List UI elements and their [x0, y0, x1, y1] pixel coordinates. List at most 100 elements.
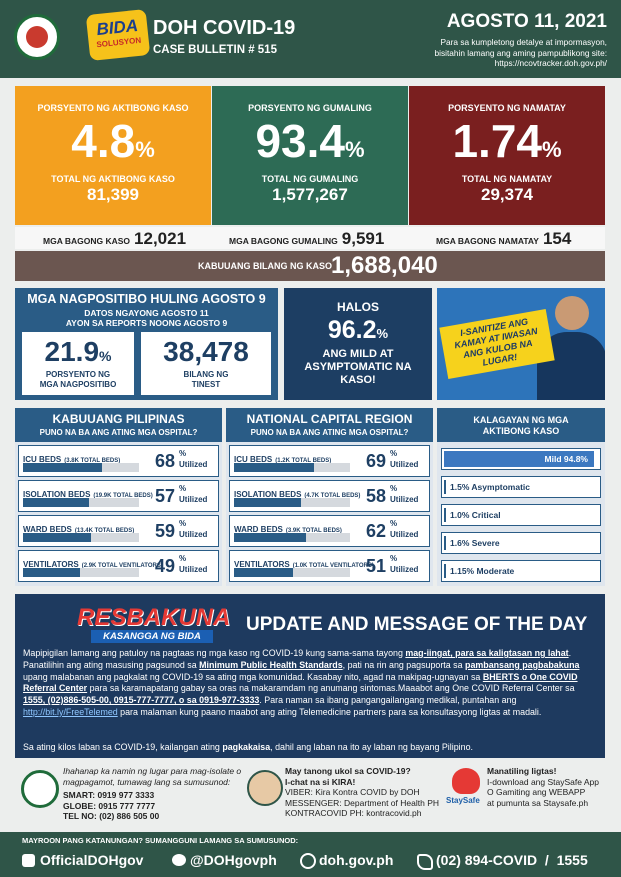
hospital-title: KABUUANG PILIPINAS [52, 412, 185, 426]
hospital-row: VENTILATORS (2.9K TOTAL VENTILATORS) 49% Ut… [18, 550, 219, 582]
contact-line: TEL NO: (02) 886 505 00 [63, 811, 160, 821]
contact: Manatiling ligtas! I-download ang StaySaf… [487, 766, 605, 808]
hospital-subtitle: PUNO NA BA ANG ATING MGA OSPITAL? [250, 428, 409, 437]
new-case: MGA BAGONG NAMATAY 154 [436, 229, 571, 249]
contact-intro: Ihahanap ka namin ng lugar para mag-isol… [63, 766, 242, 787]
contact-line: O Gamiting ang WEBAPP [487, 787, 586, 797]
link[interactable]: http://bit.ly/FreeTelemed [23, 706, 118, 717]
contact-line: I-download ang StaySafe App [487, 776, 599, 787]
text: Mapipigilan lamang ang patuloy na pagtaa… [23, 648, 406, 658]
utilization-unit: % [390, 449, 398, 458]
contact-line: MESSENGER: Department of Health PH [285, 797, 440, 808]
contact: May tanong ukol sa COVID-19? I-chat na si… [285, 766, 475, 819]
utilization-note: Utilized [179, 460, 208, 469]
bed-total: (2.9K TOTAL VENTILATORS) [81, 563, 163, 569]
date: AGOSTO 11, 2021 [446, 11, 607, 32]
contact-intro: May tanong ukol sa COVID-19? [285, 766, 411, 776]
hotline[interactable]: (02) 894-COVID / 1555 [436, 852, 588, 868]
utilization: 57 [155, 486, 175, 507]
utilization-value: 68 [155, 451, 176, 471]
status-marker [444, 536, 446, 550]
text: . Para naman sa ibang pangangailangang m… [259, 695, 517, 706]
twitter[interactable]: @DOHgovph [190, 852, 277, 868]
hospital-row: WARD BEDS (13.4K TOTAL BEDS) 59% Utilized [18, 515, 219, 547]
utilization: 51 [366, 556, 386, 577]
text: para malaman kung paano maabot ang ating… [117, 706, 542, 717]
status-marker [444, 508, 446, 522]
stat-number: 4.8 [71, 115, 136, 167]
utilization: 49 [155, 556, 175, 577]
emphasis: Minimum Public Health Standards [199, 659, 343, 670]
row-label: ICU BEDS (3.8K TOTAL BEDS) [23, 449, 120, 467]
positivity: MGA NAGPOSITIBO HULING AGOSTO 9 DATOS NG… [15, 288, 278, 400]
utilization-bar [23, 533, 92, 542]
emphasis: mag-iingat, para sa kaligtasan ng lahat [405, 648, 569, 658]
bed-total: (3.8K TOTAL BEDS) [64, 458, 121, 464]
contact-line: GLOBE: 0915 777 7777 [63, 800, 156, 811]
utilization-value: 59 [155, 521, 176, 541]
stat-number: 93.4 [255, 115, 345, 167]
icon-phone [417, 854, 433, 870]
stat-box: PORSYENTO NG NAMATAY 1.74% TOTAL NG NAMATA… [409, 86, 605, 225]
hospital-row: ISOLATION BEDS (19.9K TOTAL BEDS) 57% Utili… [18, 480, 219, 512]
bed-total: (19.9K TOTAL BEDS) [93, 493, 153, 499]
status-panel: KALAGAYAN NG MGA AKTIBONG KASO Mild 94.8… [437, 408, 605, 586]
footer: MAYROON PANG KATANUNGAN? SUMANGGUNI LAMA… [0, 832, 621, 877]
kira-avatar [247, 770, 283, 806]
utilization: 58 [366, 486, 386, 507]
stat-total-label: TOTAL NG AKTIBONG KASO [51, 174, 175, 184]
utilization-value: 58 [366, 486, 387, 506]
total-value: 1,688,040 [331, 252, 438, 279]
utilization-unit: % [179, 449, 187, 458]
new-case-value: 154 [542, 229, 572, 248]
utilization-bar [23, 568, 80, 577]
paragraph: Sa ating kilos laban sa COVID-19, kailan… [23, 742, 599, 752]
status-row: 1.6% Severe [441, 532, 601, 554]
hospital-row: VENTILATORS (1.0K TOTAL VENTILATORS) 51% Ut… [229, 550, 430, 582]
bed-type: VENTILATORS [234, 560, 290, 569]
doh-seal [21, 770, 59, 808]
bed-type: ICU BEDS [234, 455, 273, 464]
emphasis: pambansang pagbabakuna [465, 659, 580, 670]
utilization-bar [234, 568, 294, 577]
new-case-label: MGA BAGONG NAMATAY [436, 236, 539, 246]
status-row: 1.0% Critical [441, 504, 601, 526]
note-line: Para sa kumpletong detalye at impormasyo… [440, 37, 608, 47]
stat-total-label: TOTAL NG NAMATAY [461, 174, 553, 184]
status-marker [444, 480, 446, 494]
hospital-row: WARD BEDS (3.9K TOTAL BEDS) 62% Utilized [229, 515, 430, 547]
facebook[interactable]: OfficialDOHgov [40, 852, 144, 868]
hospital-row: ISOLATION BEDS (4.7K TOTAL BEDS) 58% Utiliz… [229, 480, 430, 512]
stat-total: 1,577,267 [272, 185, 348, 204]
bar-track [234, 498, 350, 507]
row-label: ICU BEDS (1.2K TOTAL BEDS) [234, 449, 331, 467]
website[interactable]: doh.gov.ph [319, 852, 394, 868]
bed-total: (4.7K TOTAL BEDS) [304, 493, 361, 499]
staysafe-heart [452, 768, 480, 794]
utilization-value: 69 [366, 451, 387, 471]
utilization-bar [234, 533, 306, 542]
row-label: WARD BEDS (3.9K TOTAL BEDS) [234, 519, 342, 537]
stat-unit: % [344, 137, 365, 162]
poster: I-SANITIZE ANG KAMAY AT IWASAN ANG KULOB… [437, 288, 605, 400]
utilization-unit: % [179, 554, 187, 563]
bed-total: (1.2K TOTAL BEDS) [275, 458, 332, 464]
stat-unit: % [135, 137, 155, 162]
text: upang malabanan ang pagkalat ng COVID-19… [23, 671, 483, 682]
utilization-unit: % [390, 484, 398, 493]
paragraph: Mapipigilan lamang ang patuloy na pagtaa… [23, 648, 599, 719]
bulletin: CASE BULLETIN # 515 [153, 44, 277, 56]
status-row: Mild 94.8% [441, 448, 601, 470]
text: , pati na rin ang pagsuporta sa [342, 659, 466, 670]
stat-value: 4.8% [15, 114, 211, 168]
text: , dahil ang laban na ito ay laban ng bay… [270, 742, 473, 752]
text: Sa ating kilos laban sa COVID-19, kailan… [23, 742, 223, 752]
emphasis: 1555, (02)886-505-00, 0915-777-7777, o s… [23, 695, 260, 706]
utilization-bar [23, 463, 102, 472]
tested-box: 38,478 BILANG NG TINEST [141, 332, 271, 395]
poster-head [555, 296, 589, 330]
hospital-header: KABUUANG PILIPINAS PUNO NA BA ANG ATING M… [15, 408, 222, 442]
resbakuna-tagline: KASANGGA NG BIDA [91, 630, 213, 643]
bed-total: (3.9K TOTAL BEDS) [285, 528, 342, 534]
tested-label: BILANG NG TINEST [183, 370, 229, 389]
